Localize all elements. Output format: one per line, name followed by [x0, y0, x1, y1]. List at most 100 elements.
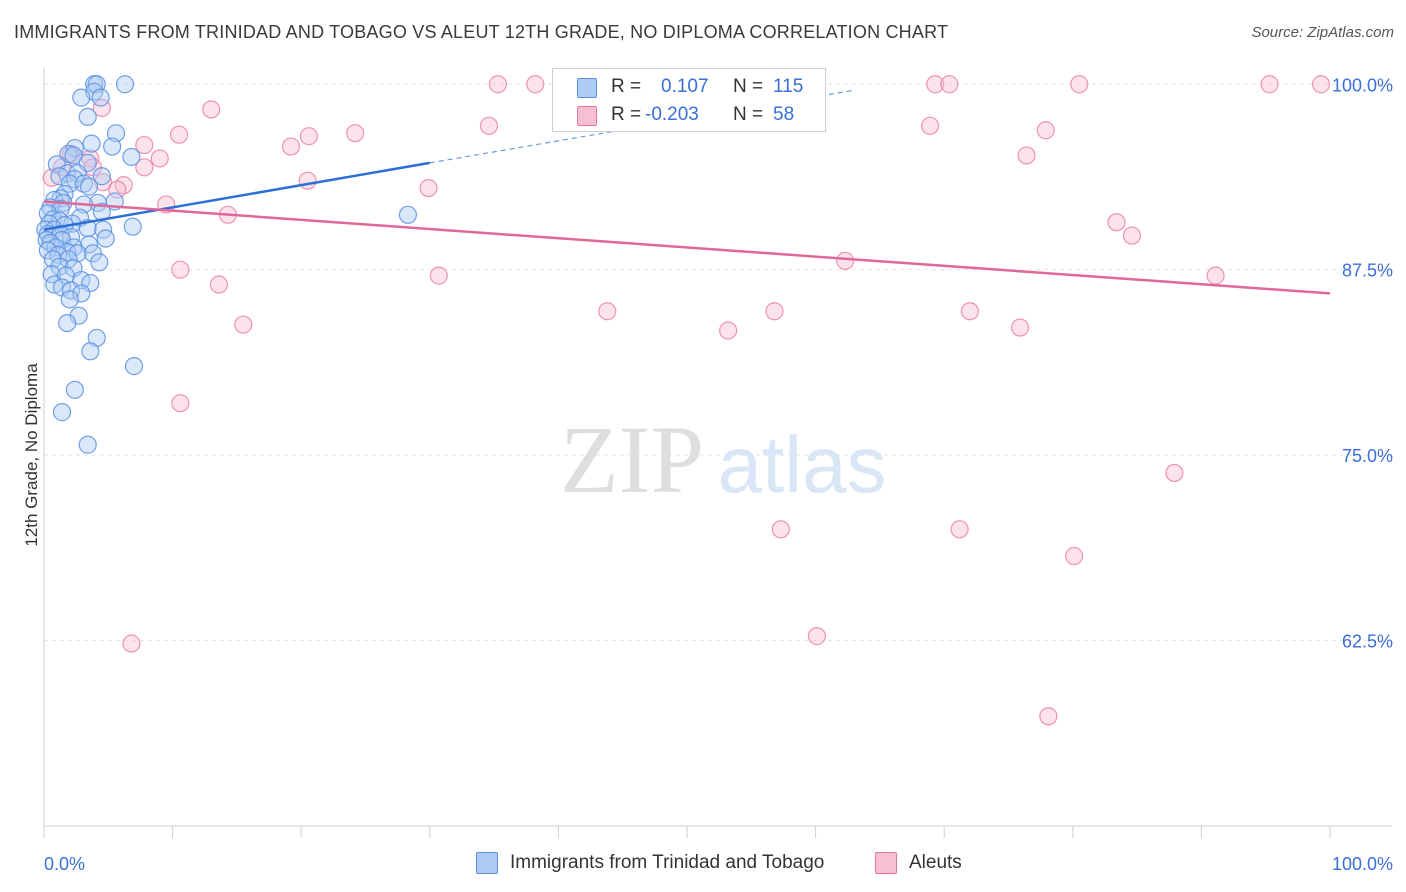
stats-r-value-blue: 0.107 [661, 76, 709, 97]
blue-point [115, 75, 135, 94]
pink-point [135, 135, 154, 155]
blue-point [103, 137, 122, 156]
stats-swatch-blue [577, 78, 597, 98]
pink-point [171, 260, 190, 279]
blue-point [398, 205, 418, 224]
pink-trend-line [43, 200, 1331, 295]
legend-label-blue: Immigrants from Trinidad and Tobago [510, 852, 825, 873]
pink-point [171, 394, 190, 413]
pink-point [234, 315, 253, 334]
stats-n-value-blue: 115 [773, 76, 804, 97]
watermark-atlas: atlas [718, 420, 887, 509]
stats-r-label: R = [611, 76, 642, 97]
pink-point [1017, 146, 1036, 165]
pink-point [926, 75, 945, 94]
blue-point [74, 174, 93, 193]
blue-point [82, 134, 101, 153]
pink-point [719, 321, 738, 340]
blue-point [91, 88, 110, 107]
stats-r-label: R = [611, 104, 642, 125]
pink-point [1036, 121, 1055, 140]
blue-point [68, 244, 87, 263]
pink-point [920, 116, 940, 135]
y-tick-label: 75.0% [1342, 446, 1393, 466]
pink-point [1260, 75, 1279, 94]
blue-point [78, 435, 97, 454]
legend-label-pink: Aleuts [909, 852, 962, 873]
pink-point [479, 116, 499, 135]
blue-point [42, 265, 61, 284]
blue-point [60, 290, 79, 309]
pink-point [94, 173, 113, 192]
blue-point [87, 75, 106, 94]
blue-point [72, 284, 91, 303]
pink-point [135, 158, 154, 177]
pink-point [1010, 318, 1030, 337]
pink-point [836, 251, 855, 270]
pink-point [1064, 546, 1084, 566]
blue-point [64, 146, 83, 165]
pink-point [771, 520, 790, 539]
pink-points [42, 75, 1331, 726]
blue-point [106, 124, 126, 143]
pink-point [526, 75, 545, 94]
stats-swatch-pink [577, 106, 597, 126]
pink-point [299, 127, 319, 146]
stats-row-pink: R = -0.203 N = 58 [553, 101, 825, 129]
pink-point [488, 75, 508, 94]
blue-point [123, 217, 142, 236]
pink-point [765, 302, 784, 321]
pink-point [1039, 707, 1058, 726]
blue-point [81, 273, 100, 293]
blue-point [96, 229, 115, 248]
stats-r-value-pink: -0.203 [645, 104, 699, 125]
pink-point [169, 125, 189, 144]
pink-point [346, 124, 365, 143]
pink-point [1165, 463, 1184, 483]
pink-point [1070, 75, 1089, 94]
pink-point [940, 75, 959, 94]
blue-point [90, 253, 109, 272]
blue-point [83, 244, 102, 263]
blue-point [52, 403, 72, 422]
pink-point [419, 178, 438, 198]
blue-point [38, 241, 57, 260]
stats-n-value-pink: 58 [773, 104, 795, 125]
pink-point [298, 171, 317, 190]
pink-point [1311, 75, 1331, 94]
blue-point [65, 380, 84, 399]
legend-item-blue[interactable]: Immigrants from Trinidad and Tobago [476, 852, 824, 874]
gridlines [44, 83, 1392, 642]
stats-n-label: N = [733, 76, 764, 97]
x-tick-label: 100.0% [1332, 854, 1393, 874]
stats-n-label: N = [733, 104, 764, 125]
pink-point [1206, 266, 1225, 285]
blue-point [92, 167, 111, 186]
pink-point [807, 627, 826, 646]
pink-point [108, 180, 127, 199]
pink-point [960, 302, 980, 321]
blue-point [124, 357, 144, 376]
y-tick-label: 87.5% [1342, 261, 1393, 281]
x-tick-label: 0.0% [44, 854, 85, 874]
pink-point [209, 275, 228, 294]
y-tick-label: 62.5% [1342, 632, 1393, 652]
legend-swatch-blue [476, 852, 498, 874]
source-label: Source: ZipAtlas.com [1251, 24, 1394, 41]
pink-point [1107, 213, 1126, 232]
stats-box: R = 0.107 N = 115 R = -0.203 N = 58 [552, 68, 826, 132]
blue-points [36, 75, 418, 454]
stats-row-blue: R = 0.107 N = 115 [553, 73, 825, 101]
axes [43, 68, 1392, 838]
legend-swatch-pink [875, 852, 897, 874]
watermark: ZIP atlas [560, 406, 886, 513]
blue-point [72, 88, 91, 107]
blue-point [50, 257, 69, 276]
pink-point [281, 137, 301, 156]
blue-point [50, 167, 69, 186]
chart-title: IMMIGRANTS FROM TRINIDAD AND TOBAGO VS A… [14, 22, 949, 42]
tick-labels: 100.0% 87.5% 75.0% 62.5% 0.0% 100.0% [44, 75, 1393, 874]
pink-point [150, 149, 169, 168]
y-tick-label: 100.0% [1332, 75, 1393, 95]
legend-item-pink[interactable]: Aleuts [875, 852, 962, 874]
